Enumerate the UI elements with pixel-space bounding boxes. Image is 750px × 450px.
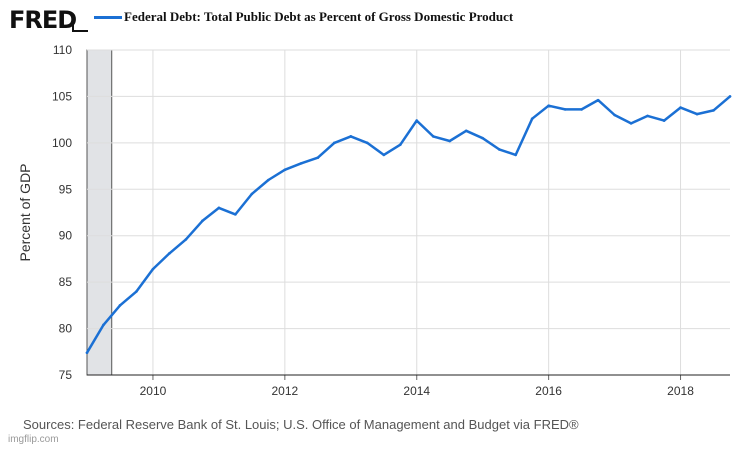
data-point bbox=[217, 206, 221, 210]
data-point bbox=[135, 290, 138, 293]
data-point bbox=[184, 238, 188, 241]
x-tick-label: 2010 bbox=[140, 384, 167, 398]
data-point bbox=[547, 104, 550, 108]
watermark: imgflip.com bbox=[8, 434, 59, 445]
recession-shading bbox=[86, 49, 113, 376]
x-tick-label: 2016 bbox=[535, 384, 562, 398]
data-point bbox=[415, 119, 419, 122]
y-tick-label: 75 bbox=[59, 368, 73, 382]
data-point bbox=[613, 113, 616, 117]
data-point bbox=[580, 108, 583, 111]
data-point bbox=[728, 95, 732, 98]
chart-title: Federal Debt: Total Public Debt as Perce… bbox=[124, 9, 514, 24]
data-point bbox=[464, 129, 468, 133]
data-point bbox=[497, 148, 501, 151]
x-tick-label: 2012 bbox=[271, 384, 298, 398]
fred-logo: FRED bbox=[9, 6, 77, 34]
data-point bbox=[234, 213, 237, 216]
y-tick-label: 85 bbox=[59, 275, 73, 289]
y-tick-label: 95 bbox=[59, 182, 73, 196]
y-tick-label: 80 bbox=[59, 322, 73, 336]
data-point bbox=[267, 178, 270, 182]
data-point bbox=[712, 109, 715, 112]
data-point bbox=[349, 135, 353, 138]
data-point bbox=[695, 112, 699, 116]
x-tick-label: 2018 bbox=[667, 384, 694, 398]
series-line bbox=[85, 95, 732, 354]
data-point bbox=[333, 141, 336, 145]
data-point bbox=[283, 168, 287, 172]
data-point bbox=[365, 141, 369, 145]
fred-logo-chart-icon bbox=[72, 24, 88, 32]
source-note: Sources: Federal Reserve Bank of St. Lou… bbox=[23, 417, 579, 432]
data-point bbox=[398, 143, 402, 147]
data-point bbox=[168, 252, 171, 255]
legend-line-swatch bbox=[94, 16, 122, 19]
data-point bbox=[596, 98, 600, 102]
data-point bbox=[250, 192, 254, 196]
data-point bbox=[629, 122, 633, 125]
data-point bbox=[300, 161, 303, 165]
data-point bbox=[530, 117, 534, 121]
data-point bbox=[85, 351, 89, 355]
x-tick-label: 2014 bbox=[403, 384, 430, 398]
data-point bbox=[431, 135, 435, 138]
data-point bbox=[316, 156, 320, 160]
data-point bbox=[481, 136, 484, 140]
data-point bbox=[563, 108, 567, 111]
y-tick-label: 90 bbox=[59, 229, 73, 243]
data-point bbox=[151, 267, 155, 271]
data-point bbox=[679, 106, 682, 109]
data-point bbox=[382, 153, 386, 157]
data-point bbox=[514, 153, 517, 157]
y-tick-label: 100 bbox=[52, 136, 72, 150]
data-point bbox=[662, 119, 666, 122]
y-tick-label: 105 bbox=[52, 89, 72, 103]
data-point bbox=[201, 219, 204, 223]
data-point bbox=[646, 114, 649, 118]
data-point bbox=[102, 323, 105, 327]
y-tick-label: 110 bbox=[53, 43, 72, 57]
y-axis-label: Percent of GDP bbox=[17, 163, 33, 261]
data-point bbox=[448, 139, 452, 143]
data-point bbox=[118, 304, 122, 307]
